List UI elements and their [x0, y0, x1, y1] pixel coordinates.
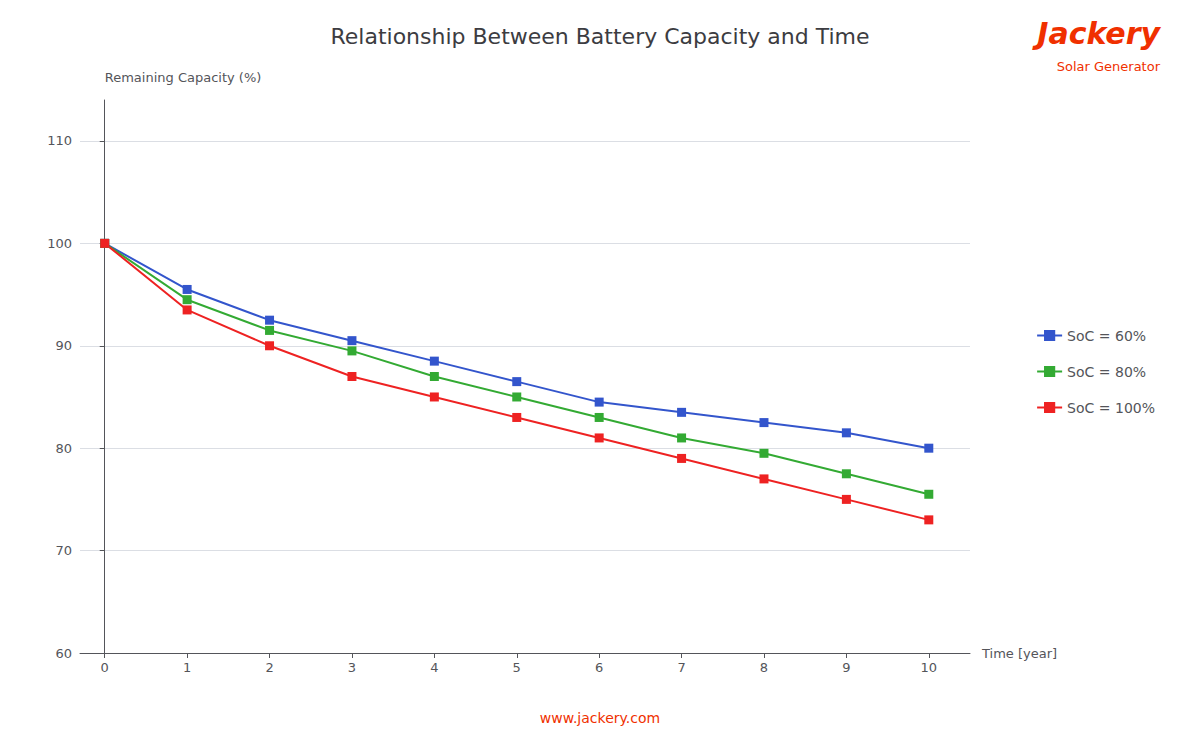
svg-text:www.jackery.com: www.jackery.com — [540, 710, 660, 726]
svg-text:Relationship Between Battery C: Relationship Between Battery Capacity an… — [330, 24, 869, 49]
svg-text:9: 9 — [842, 660, 850, 675]
svg-text:Remaining Capacity (%): Remaining Capacity (%) — [105, 70, 262, 85]
svg-text:2: 2 — [265, 660, 273, 675]
svg-text:90: 90 — [55, 338, 72, 353]
svg-text:1: 1 — [183, 660, 191, 675]
svg-text:110: 110 — [47, 133, 72, 148]
svg-text:4: 4 — [430, 660, 438, 675]
svg-text:6: 6 — [595, 660, 603, 675]
svg-text:100: 100 — [47, 236, 72, 251]
svg-text:Solar Generator: Solar Generator — [1057, 59, 1161, 74]
svg-text:10: 10 — [921, 660, 938, 675]
svg-text:5: 5 — [513, 660, 521, 675]
svg-text:Jackery: Jackery — [1032, 16, 1161, 51]
svg-text:Time [year]: Time [year] — [981, 646, 1057, 661]
svg-text:SoC = 100%: SoC = 100% — [1067, 400, 1155, 416]
svg-text:60: 60 — [55, 646, 72, 661]
svg-text:7: 7 — [677, 660, 685, 675]
svg-text:70: 70 — [55, 543, 72, 558]
svg-text:SoC = 60%: SoC = 60% — [1067, 328, 1146, 344]
svg-text:80: 80 — [55, 441, 72, 456]
svg-text:8: 8 — [760, 660, 768, 675]
svg-text:0: 0 — [101, 660, 109, 675]
svg-text:3: 3 — [348, 660, 356, 675]
svg-text:SoC = 80%: SoC = 80% — [1067, 364, 1146, 380]
